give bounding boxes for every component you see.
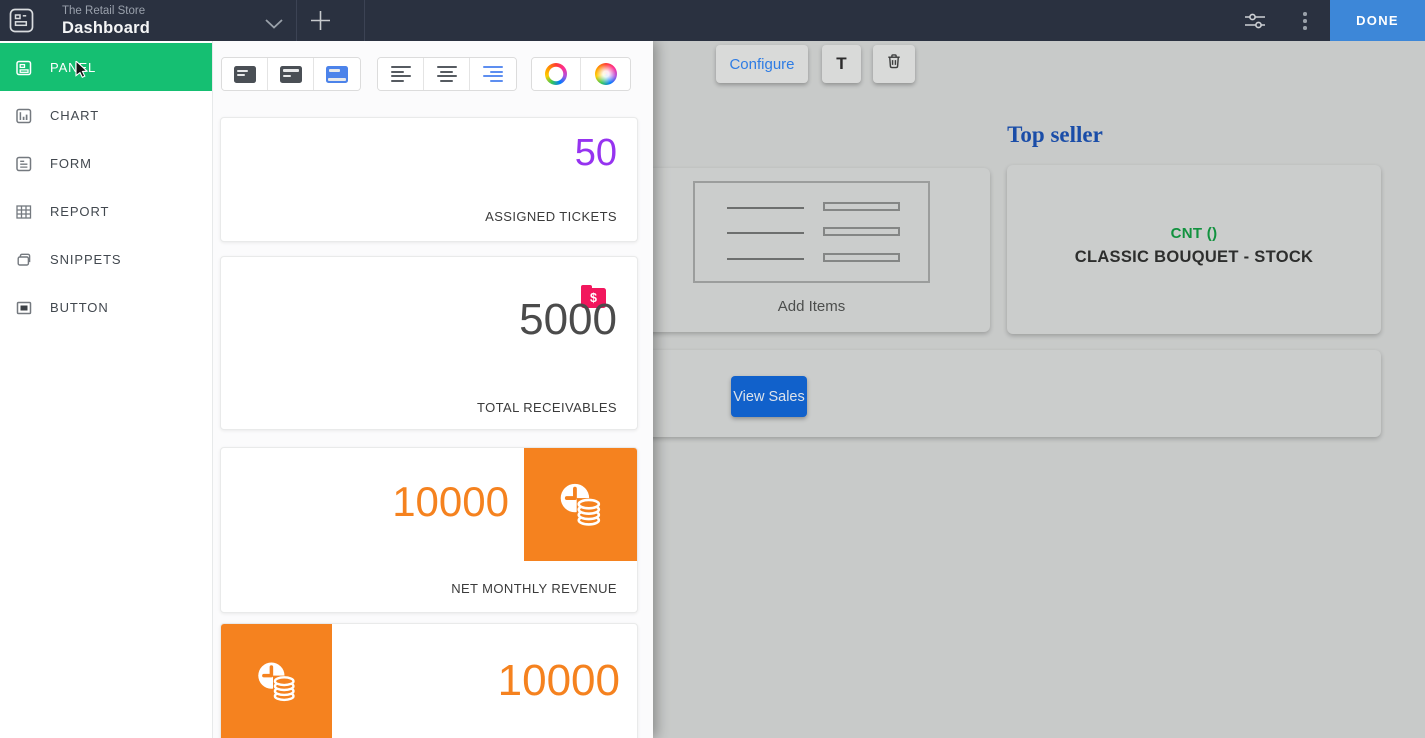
snippets-icon (17, 253, 31, 266)
panel-template-assigned-tickets[interactable]: 50 ASSIGNED TICKETS (220, 117, 638, 242)
page-title: Dashboard (62, 19, 150, 37)
add-items-card[interactable]: Add Items (598, 168, 990, 332)
sidebar-item-report[interactable]: REPORT (0, 187, 212, 235)
color-button-group (531, 57, 631, 91)
layout-top-icon (233, 65, 256, 83)
add-items-label: Add Items (777, 298, 846, 315)
sidebar-item-label: SNIPPETS (50, 251, 122, 267)
metric-value: CNT () (1170, 225, 1218, 242)
layout-value-middle-button[interactable] (268, 58, 314, 90)
sidebar-item-form[interactable]: FORM (0, 139, 212, 187)
metric-label: CLASSIC BOUQUET - STOCK (1074, 248, 1314, 266)
report-icon (16, 204, 32, 219)
configure-button[interactable]: Configure (716, 45, 808, 83)
panel-template-icon-left[interactable]: 10000 (220, 623, 638, 738)
add-component-button[interactable] (300, 0, 341, 41)
panel-value: 10000 (497, 656, 620, 705)
sliders-icon[interactable] (1241, 8, 1269, 34)
stock-metric-card[interactable]: CNT () CLASSIC BOUQUET - STOCK (1007, 165, 1381, 334)
align-button-group (377, 57, 517, 91)
color-wheel-icon (594, 63, 617, 85)
outline-color-button[interactable] (532, 58, 581, 90)
panel-label: TOTAL RECEIVABLES (477, 400, 617, 415)
align-left-icon (390, 66, 411, 82)
dashboard-app-icon[interactable] (9, 8, 34, 33)
dollar-folder-icon: $ (581, 284, 606, 308)
topbar: The Retail Store Dashboard DONE (0, 0, 1425, 41)
layout-bottom-icon-selected (326, 65, 348, 83)
panel-value: 50 (574, 132, 617, 174)
layout-middle-icon (279, 65, 302, 83)
topbar-divider (296, 0, 297, 41)
button-icon (16, 301, 32, 314)
sidebar-item-panel[interactable]: PANEL (0, 43, 212, 91)
align-right-icon-selected (483, 66, 503, 82)
panel-value: 5000 (519, 295, 617, 344)
align-left-button[interactable] (378, 58, 424, 90)
sidebar-item-label: CHART (50, 107, 100, 123)
layout-value-top-button[interactable] (222, 58, 268, 90)
sidebar-item-label: REPORT (50, 203, 110, 219)
layout-value-bottom-button[interactable] (314, 58, 360, 90)
panel-icon (16, 60, 32, 75)
sidebar-item-label: BUTTON (50, 299, 109, 315)
panel-value: 10000 (392, 478, 509, 525)
view-sales-button[interactable]: View Sales (731, 376, 807, 417)
panel-label: ASSIGNED TICKETS (485, 209, 617, 224)
top-seller-heading[interactable]: Top seller (1007, 122, 1103, 147)
widget-sidebar: PANEL CHART FORM REPORT SNIPPETS (0, 41, 213, 738)
sidebar-item-button[interactable]: BUTTON (0, 283, 212, 331)
layout-button-group (221, 57, 361, 91)
panel-template-net-monthly-revenue[interactable]: 10000 NET MONTHLY REVENUE (220, 447, 638, 613)
app-name: The Retail Store (62, 5, 146, 17)
panel-template-total-receivables[interactable]: $ 5000 TOTAL RECEIVABLES (220, 256, 638, 430)
text-tool-button[interactable]: T (822, 45, 861, 83)
trash-icon (884, 51, 904, 77)
sidebar-item-label: FORM (50, 155, 92, 171)
clock-coins-icon (221, 624, 332, 738)
align-center-button[interactable] (424, 58, 470, 90)
mouse-cursor (75, 59, 92, 84)
chevron-down-icon[interactable] (262, 16, 286, 29)
fill-color-button[interactable] (581, 58, 630, 90)
align-right-button[interactable] (470, 58, 516, 90)
done-button[interactable]: DONE (1330, 0, 1425, 41)
topbar-divider (364, 0, 365, 41)
form-icon (16, 156, 32, 171)
form-skeleton (693, 181, 930, 283)
color-ring-icon (545, 63, 567, 85)
button-section-card (598, 350, 1381, 437)
delete-button[interactable] (873, 45, 915, 83)
align-center-icon (436, 66, 457, 82)
panel-label: NET MONTHLY REVENUE (451, 581, 617, 596)
sidebar-item-chart[interactable]: CHART (0, 91, 212, 139)
sidebar-item-snippets[interactable]: SNIPPETS (0, 235, 212, 283)
chart-icon (16, 108, 32, 123)
panel-gallery-drawer: 50 ASSIGNED TICKETS $ 5000 TOTAL RECEIVA… (213, 41, 653, 738)
kebab-menu-icon[interactable] (1294, 8, 1316, 34)
clock-coins-icon (524, 448, 637, 561)
